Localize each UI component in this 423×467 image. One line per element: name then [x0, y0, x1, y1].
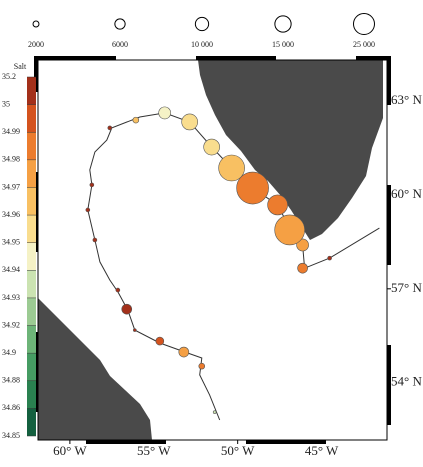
salinity-bubble	[132, 116, 140, 124]
colorbar-segment	[27, 408, 36, 436]
colorbar-label: 34.98	[2, 155, 20, 164]
y-tick-label: 63° N	[391, 92, 422, 107]
size-legend-circle	[194, 16, 210, 32]
x-tick-label: 45° W	[305, 443, 339, 458]
x-tick-label: 55° W	[137, 443, 171, 458]
salinity-bubble	[178, 346, 190, 358]
salinity-bubble	[212, 410, 217, 414]
colorbar-segment	[27, 242, 36, 271]
y-tick-label: 54° N	[391, 374, 422, 389]
colorbar-label: 34.97	[2, 182, 20, 191]
salinity-bubble	[296, 238, 309, 252]
salinity-bubble	[121, 303, 133, 315]
colorbar-label: 34.96	[2, 210, 20, 219]
colorbar-label: 34.94	[2, 265, 20, 274]
x-tick-label: 50° W	[221, 443, 255, 458]
y-tick-label: 57° N	[391, 280, 422, 295]
salinity-bubble	[89, 182, 95, 188]
colorbar-segment	[27, 104, 36, 133]
y-tick-label: 60° N	[391, 186, 422, 201]
labrador	[38, 298, 152, 440]
colorbar-segment	[27, 159, 36, 188]
colorbar-label: 34.9	[2, 348, 16, 357]
size-legend-label: 25 000	[353, 40, 375, 49]
salinity-bubble	[107, 125, 113, 131]
colorbar-segment	[27, 353, 36, 381]
colorbar-segment	[27, 215, 36, 243]
salinity-bubble	[85, 207, 91, 213]
greenland	[198, 60, 383, 240]
x-tick-label: 60° W	[53, 443, 87, 458]
salinity-bubble	[133, 328, 137, 332]
size-legend-circle	[114, 18, 126, 30]
size-legend-label: 6000	[112, 40, 128, 49]
salinity-bubble	[92, 237, 98, 243]
salinity-bubble	[236, 171, 269, 205]
colorbar-segment	[27, 380, 36, 409]
salinity-bubble	[218, 154, 245, 182]
salinity-bubble	[267, 194, 288, 216]
size-legend-circle	[274, 15, 292, 33]
size-legend-circle	[353, 13, 375, 35]
colorbar-label: 35.2	[2, 72, 16, 81]
colorbar-label: 34.92	[2, 320, 20, 329]
colorbar-label: 34.88	[2, 376, 20, 385]
map-layer: 60° W 55° W 50° W 45° W 63° N 60° N 57° N 54° N…	[2, 13, 422, 458]
size-legend-label: 2000	[28, 40, 44, 49]
colorbar-label: 34.95	[2, 238, 20, 247]
colorbar-segment	[27, 325, 36, 354]
colorbar-label: 35	[2, 99, 10, 108]
salinity-bubble	[155, 336, 165, 346]
size-legend-label: 10 000	[191, 40, 213, 49]
salinity-bubble	[203, 138, 220, 156]
colorbar-label: 34.86	[2, 403, 20, 412]
salinity-bubble	[327, 255, 332, 261]
colorbar-label: 34.85	[2, 431, 20, 440]
colorbar-segment	[27, 270, 36, 298]
size-legend-label: 15 000	[272, 40, 294, 49]
salinity-bubble	[297, 262, 308, 274]
colorbar-segment	[27, 77, 36, 105]
colorbar-segment	[27, 187, 36, 216]
salinity-bubble	[198, 362, 206, 370]
salinity-bubble	[158, 106, 171, 120]
salinity-bubble	[181, 113, 198, 131]
size-legend-circle	[32, 20, 40, 28]
colorbar-segment	[27, 297, 36, 326]
salinity-bubble	[274, 214, 305, 246]
colorbar-label: 34.93	[2, 293, 20, 302]
colorbar-segment	[27, 132, 36, 160]
salinity-bubble	[115, 287, 121, 293]
colorbar-label: 34.99	[2, 127, 20, 136]
colorbar-title: Salt	[14, 62, 27, 71]
